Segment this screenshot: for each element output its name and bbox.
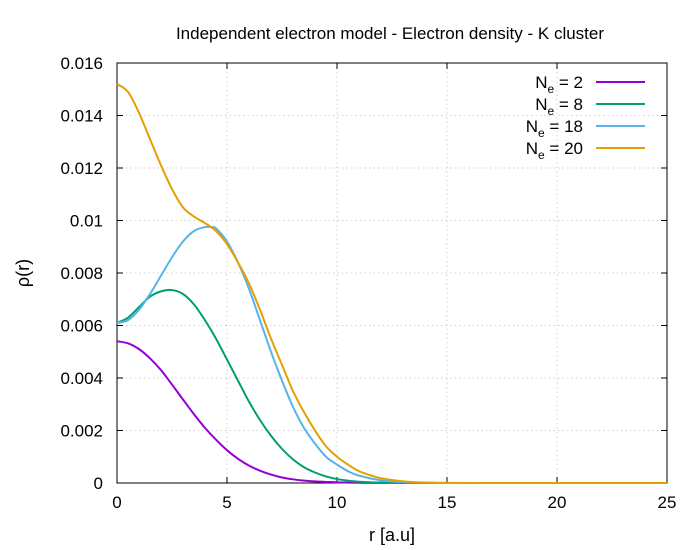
y-tick-label: 0.01 <box>70 212 103 231</box>
x-tick-label: 20 <box>548 493 567 512</box>
y-tick-label: 0.012 <box>60 159 103 178</box>
x-tick-label: 5 <box>222 493 231 512</box>
y-tick-label: 0.016 <box>60 54 103 73</box>
legend-label-3: Ne = 18 <box>526 117 583 140</box>
y-tick-label: 0.004 <box>60 369 103 388</box>
legend-label-1: Ne = 2 <box>535 73 583 96</box>
y-axis-label: ρ(r) <box>13 259 33 287</box>
y-tick-label: 0 <box>94 474 103 493</box>
axis-ticks: 0 5 10 15 20 25 0 0.002 0.004 0.006 0.008 0.01 0.012… <box>60 54 676 512</box>
chart-title: Independent electron model - Electron de… <box>176 24 604 43</box>
x-axis-label: r [a.u] <box>369 525 415 545</box>
series-lines <box>116 83 667 485</box>
y-tick-label: 0.008 <box>60 264 103 283</box>
y-tick-label: 0.002 <box>60 422 103 441</box>
legend-label-4: Ne = 20 <box>526 139 583 162</box>
y-tick-label: 0.014 <box>60 107 103 126</box>
x-tick-label: 0 <box>112 493 121 512</box>
series-line-2 <box>116 288 667 485</box>
x-tick-label: 10 <box>328 493 347 512</box>
series-line-3 <box>116 225 667 485</box>
x-tick-label: 15 <box>438 493 457 512</box>
y-tick-label: 0.006 <box>60 317 103 336</box>
legend-label-2: Ne = 8 <box>535 95 583 118</box>
series-line-4 <box>116 83 667 485</box>
grid <box>117 63 667 483</box>
x-tick-label: 25 <box>658 493 677 512</box>
series-line-1 <box>116 340 667 485</box>
